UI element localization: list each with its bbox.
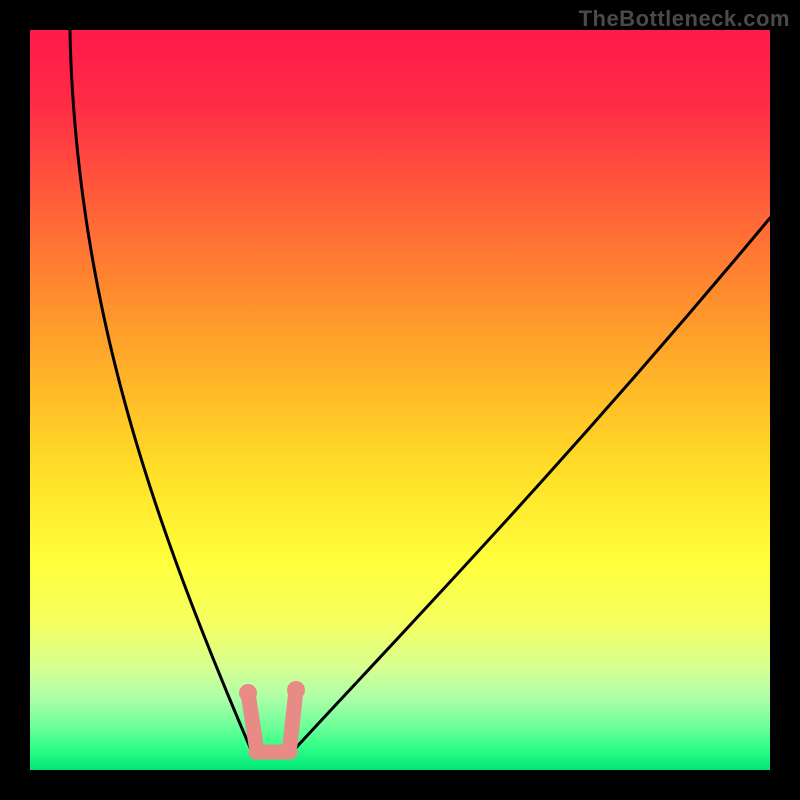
watermark-text: TheBottleneck.com [579,6,790,32]
valley-marker-left-cap [239,684,257,702]
valley-marker-right-cap [287,681,305,699]
chart-frame: TheBottleneck.com [0,0,800,800]
bottleneck-chart [0,0,800,800]
gradient-plot-area [30,30,770,770]
